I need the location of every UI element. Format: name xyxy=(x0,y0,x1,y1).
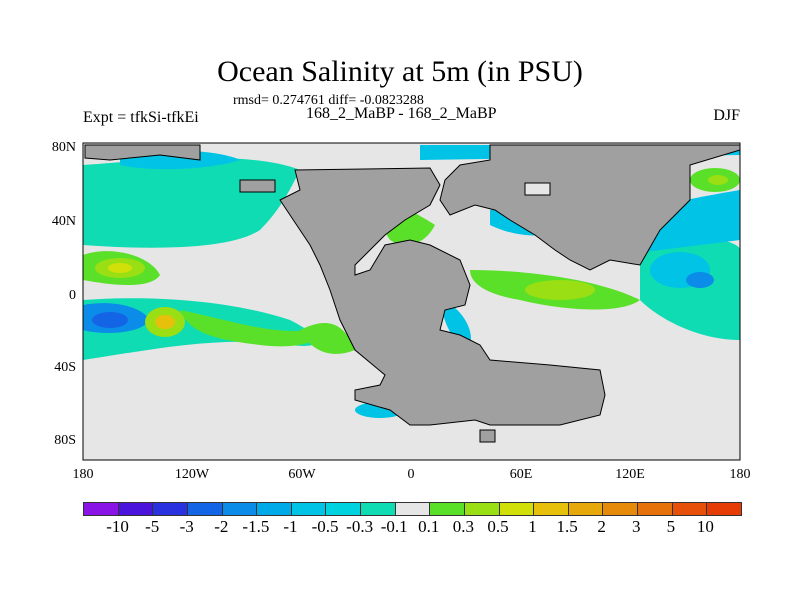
land-island xyxy=(239,179,276,193)
lat-tick: 80N xyxy=(51,140,76,155)
colorbar-label: -2 xyxy=(214,517,229,536)
lat-tick: 40N xyxy=(51,214,76,229)
season-label: DJF xyxy=(713,107,740,124)
land-east xyxy=(439,144,741,271)
lon-tick: 180 xyxy=(72,467,94,482)
colorbar-swatch xyxy=(430,503,465,515)
colorbar-label: -3 xyxy=(179,517,194,536)
colorbar-label: 5 xyxy=(666,517,676,536)
colorbar-label: 1 xyxy=(528,517,537,536)
stats-subtitle: rmsd= 0.274761 diff= -0.0823288 xyxy=(233,93,424,108)
colorbar-label: -1.5 xyxy=(242,517,270,536)
colorbar-swatch xyxy=(672,503,708,515)
lon-tick: 0 xyxy=(407,467,415,482)
land-masses xyxy=(84,144,741,443)
colorbar-swatch xyxy=(187,503,223,515)
land-island-south xyxy=(479,429,496,443)
colorbar-swatch xyxy=(153,503,188,515)
colorbar-swatch xyxy=(291,503,327,515)
colorbar-label: 3 xyxy=(632,517,641,536)
lat-tick: 0 xyxy=(69,288,76,303)
colorbar-label: 1.5 xyxy=(556,517,578,536)
plot-title: Ocean Salinity at 5m (in PSU) xyxy=(217,55,583,88)
land-arctic-islands xyxy=(84,144,201,161)
inland-lake xyxy=(524,182,551,196)
runs-subtitle: 168_2_MaBP - 168_2_MaBP xyxy=(306,105,497,122)
colorbar-label: 0.5 xyxy=(487,517,509,536)
colorbar-swatch xyxy=(638,503,673,515)
lon-tick: 60W xyxy=(288,467,316,482)
lon-tick: 60E xyxy=(509,467,533,482)
colorbar-swatch xyxy=(707,503,741,515)
colorbar xyxy=(83,502,742,516)
colorbar-swatch xyxy=(361,503,396,515)
colorbar-swatch xyxy=(603,503,638,515)
lat-tick: 40S xyxy=(54,360,76,375)
lon-tick: 120E xyxy=(615,467,645,482)
colorbar-label: 10 xyxy=(696,517,714,536)
map-frame xyxy=(82,142,741,461)
colorbar-swatch xyxy=(464,503,500,515)
colorbar-swatch xyxy=(84,503,119,515)
colorbar-swatch xyxy=(499,503,535,515)
lon-tick: 120W xyxy=(174,467,210,482)
colorbar-label: -5 xyxy=(145,517,160,536)
colorbar-label: -0.1 xyxy=(380,517,408,536)
colorbar-swatch xyxy=(568,503,604,515)
experiment-label: Expt = tfkSi-tfkEi xyxy=(83,109,199,126)
colorbar-swatch xyxy=(395,503,431,515)
colorbar-swatch xyxy=(257,503,292,515)
colorbar-label: -0.5 xyxy=(311,517,339,536)
colorbar-label: 2 xyxy=(597,517,606,536)
lon-tick: 180 xyxy=(729,467,751,482)
land-west xyxy=(279,167,606,426)
colorbar-label: -10 xyxy=(106,517,129,536)
colorbar-swatch xyxy=(326,503,361,515)
lat-tick: 80S xyxy=(54,433,76,448)
colorbar-label: 0.1 xyxy=(418,517,440,536)
colorbar-label: -1 xyxy=(283,517,298,536)
colorbar-label: -0.3 xyxy=(346,517,374,536)
colorbar-swatch xyxy=(222,503,258,515)
colorbar-swatch xyxy=(534,503,569,515)
colorbar-label: 0.3 xyxy=(452,517,474,536)
colorbar-swatch xyxy=(118,503,154,515)
